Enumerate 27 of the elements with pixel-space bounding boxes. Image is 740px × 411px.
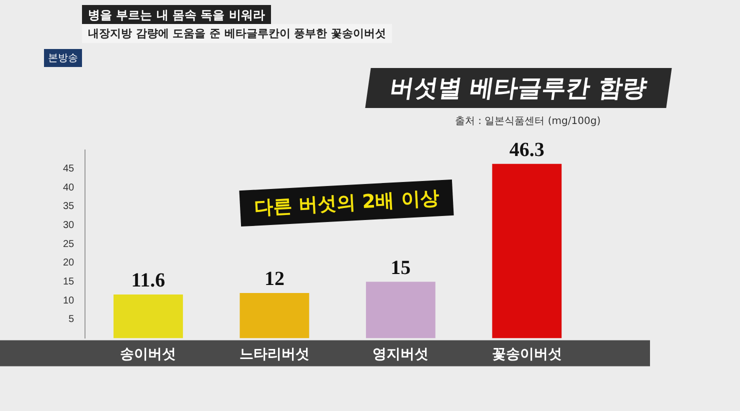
data-label: 15 xyxy=(390,256,411,279)
data-label: 46.3 xyxy=(509,139,544,162)
bar xyxy=(240,293,310,338)
data-label: 12 xyxy=(264,268,284,290)
y-tick-label: 5 xyxy=(68,314,75,326)
annotation: 다른 버섯의 2배 이상 xyxy=(239,179,454,227)
data-label: 11.6 xyxy=(131,270,166,292)
y-tick-label: 15 xyxy=(63,276,75,288)
y-tick-label: 45 xyxy=(63,164,75,175)
y-tick-label: 35 xyxy=(63,201,75,212)
y-tick-label: 10 xyxy=(63,295,75,306)
x-tick-label: 느타리버섯 xyxy=(239,345,310,362)
bar xyxy=(492,164,562,338)
x-tick-label: 영지버섯 xyxy=(372,345,429,362)
source-note: 출처 : 일본식품센터 (mg/100g) xyxy=(455,115,601,128)
y-tick-label: 25 xyxy=(63,238,75,250)
bar xyxy=(366,282,436,338)
y-tick-label: 20 xyxy=(63,258,75,269)
y-tick-label: 30 xyxy=(63,220,75,232)
bar xyxy=(114,294,183,338)
text: 병을 부르는 내 몸속 독을 비워라 xyxy=(82,5,271,26)
y-tick-label: 40 xyxy=(63,182,75,194)
x-tick-label: 꽃송이버섯 xyxy=(492,345,562,362)
text: 내장지방 감량에 도움을 준 베타글루칸이 풍부한 꽃송이버섯 xyxy=(82,24,392,43)
text: 본방송 xyxy=(44,49,82,67)
chart-title: 버섯별 베타글루칸 함량 xyxy=(365,68,672,108)
x-tick-label: 송이버섯 xyxy=(120,345,176,362)
